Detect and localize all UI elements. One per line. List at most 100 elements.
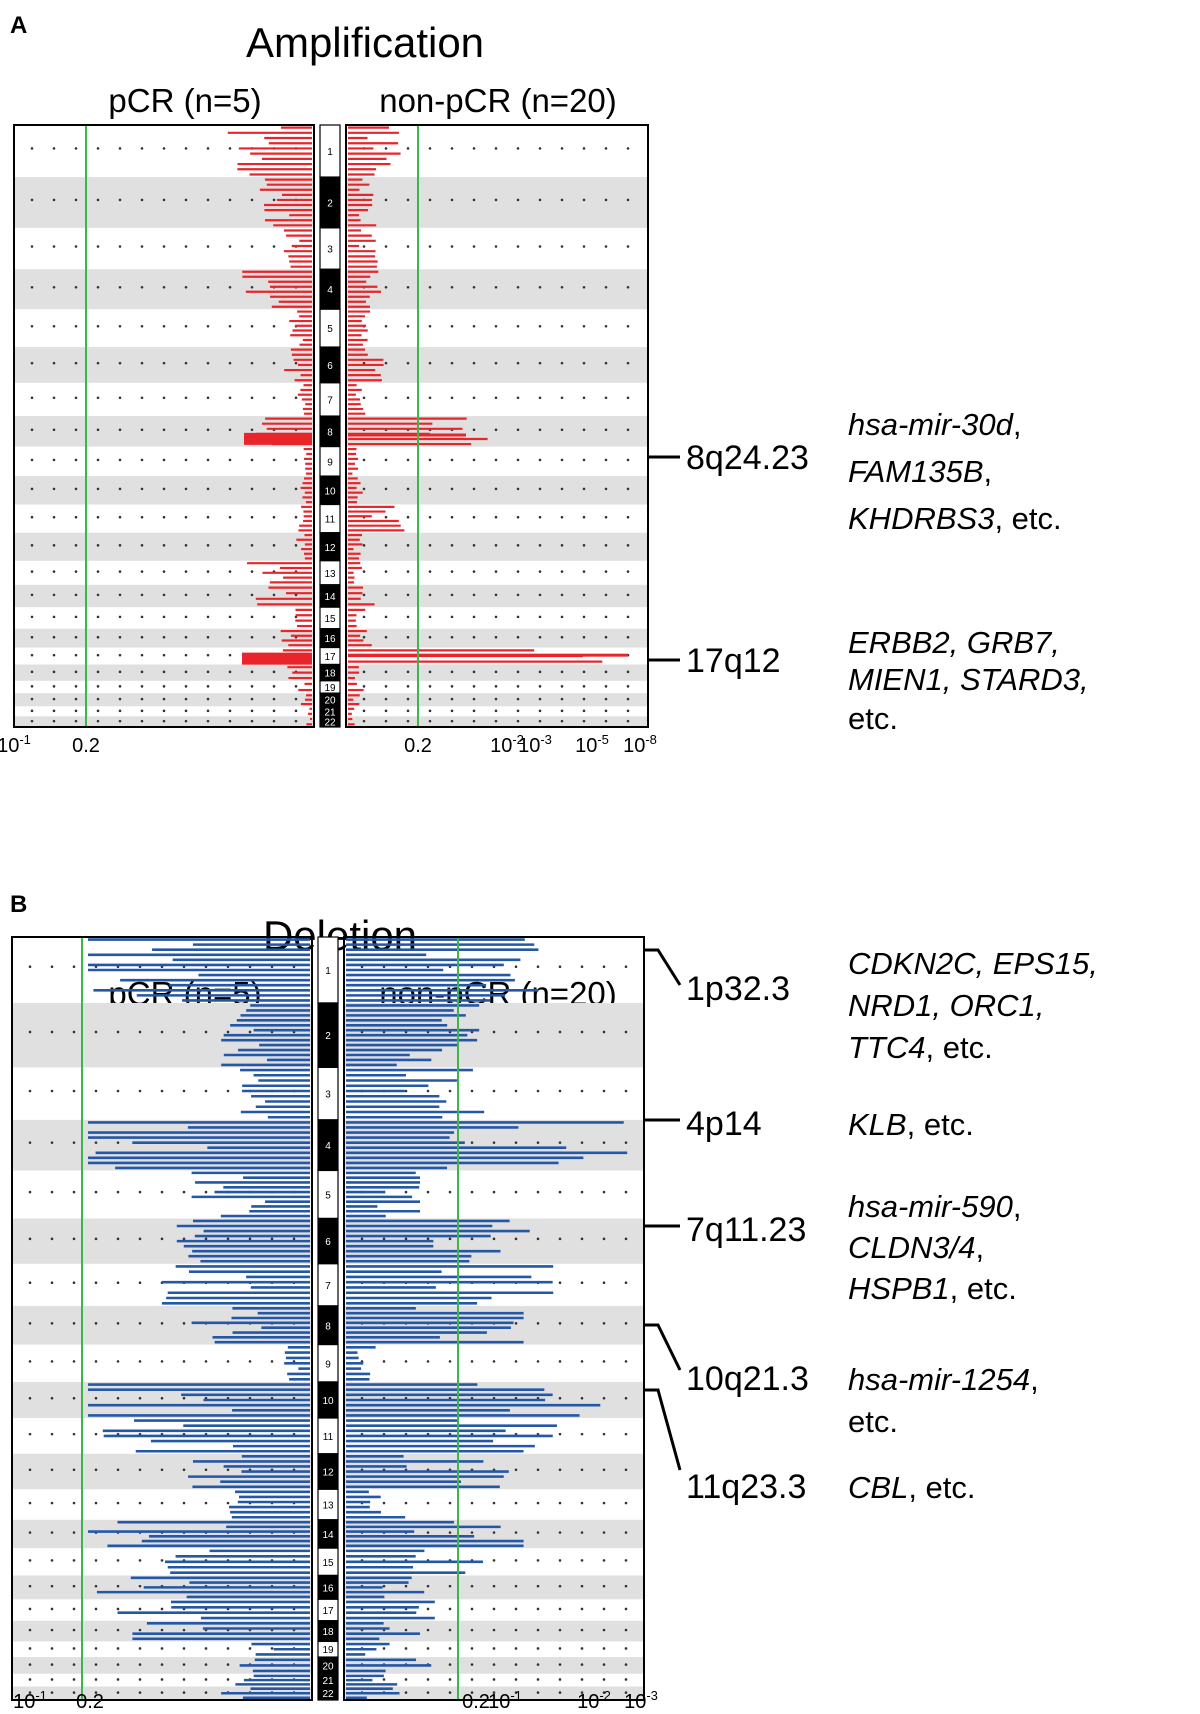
grid-dot (450, 709, 454, 713)
grid-dot (472, 487, 476, 491)
grid-dot (362, 544, 366, 547)
grid-dot (250, 570, 254, 573)
grid-dot (582, 285, 586, 289)
grid-dot (72, 1607, 76, 1611)
grid-dot (206, 635, 210, 639)
band-chr-4 (14, 269, 314, 310)
grid-dot (74, 198, 78, 202)
grid-dot (96, 245, 100, 248)
grid-dot (602, 1678, 606, 1681)
grid-dot (428, 396, 432, 400)
grid-dot (428, 685, 432, 688)
grid-dot (604, 245, 608, 248)
grid-dot (406, 635, 410, 639)
grid-dot (516, 697, 520, 701)
grid-dot (472, 593, 476, 597)
grid-dot (494, 615, 498, 619)
grid-dot (360, 1237, 364, 1241)
gene-label: hsa-mir-590, (848, 1189, 1021, 1224)
grid-dot (138, 1237, 142, 1241)
grid-dot (28, 1559, 32, 1562)
grid-dot (74, 324, 78, 328)
grid-dot (582, 396, 586, 400)
grid-dot (162, 361, 166, 365)
grid-dot (560, 709, 564, 713)
grid-dot (582, 709, 586, 713)
grid-dot (580, 1030, 584, 1034)
grid-dot (28, 1628, 32, 1632)
grid-dot (470, 1089, 474, 1093)
grid-dot (74, 570, 78, 573)
grid-dot (74, 396, 78, 400)
grid-dot (272, 709, 276, 713)
grid-dot (404, 1237, 408, 1241)
grid-dot (184, 458, 188, 462)
grid-dot (514, 1647, 518, 1650)
grid-dot (470, 1607, 474, 1611)
grid-dot (204, 1501, 208, 1505)
grid-dot (184, 198, 188, 202)
chr-label: 10 (322, 1396, 334, 1407)
grid-dot (626, 570, 630, 573)
grid-dot (470, 1628, 474, 1632)
grid-dot (404, 1360, 408, 1363)
grid-dot (384, 670, 388, 674)
grid-dot (624, 1322, 628, 1325)
grid-dot (626, 428, 630, 432)
grid-dot (184, 245, 188, 248)
grid-dot (406, 361, 410, 365)
grid-dot (558, 1531, 562, 1534)
grid-dot (538, 487, 542, 491)
left-plot-frame (11, 936, 313, 1701)
grid-dot (294, 544, 298, 547)
grid-dot (204, 1663, 208, 1666)
grid-dot (72, 1663, 76, 1666)
band-chr-14 (346, 584, 648, 608)
grid-dot (492, 1030, 496, 1034)
grid-dot (448, 1360, 452, 1363)
grid-dot (582, 198, 586, 202)
grid-dot (206, 615, 210, 619)
grid-dot (74, 685, 78, 688)
grid-dot (118, 719, 122, 723)
right-group-label: non-pCR (n=20) (379, 82, 617, 119)
chr-label: 21 (322, 1676, 334, 1687)
grid-dot (50, 1237, 54, 1241)
non-pcr-bars (348, 126, 628, 726)
grid-dot (516, 285, 520, 289)
grid-dot (538, 570, 542, 573)
grid-dot (472, 685, 476, 688)
grid-dot (516, 544, 520, 547)
grid-dot (116, 1663, 120, 1666)
grid-dot (626, 147, 630, 150)
grid-dot (96, 544, 100, 547)
grid-dot (560, 324, 564, 328)
grid-dot (140, 428, 144, 432)
grid-dot (516, 147, 520, 150)
grid-dot (50, 1678, 54, 1681)
grid-dot (624, 1678, 628, 1681)
grid-dot (226, 1468, 230, 1472)
grid-dot (294, 361, 298, 365)
grid-dot (472, 670, 476, 674)
grid-dot (516, 719, 520, 723)
grid-dot (162, 428, 166, 432)
grid-dot (28, 1501, 32, 1505)
grid-dot (492, 1360, 496, 1363)
grid-dot (516, 709, 520, 713)
grid-dot (362, 593, 366, 597)
grid-dot (30, 615, 34, 619)
grid-dot (538, 147, 542, 150)
grid-dot (516, 515, 520, 519)
grid-dot (384, 544, 388, 547)
grid-dot (294, 487, 298, 491)
grid-dot (28, 1432, 32, 1436)
grid-dot (538, 635, 542, 639)
grid-dot (624, 1030, 628, 1034)
grid-dot (206, 487, 210, 491)
grid-dot (558, 1281, 562, 1285)
gene-label: KHDRBS3, etc. (848, 501, 1062, 536)
grid-dot (184, 685, 188, 688)
grid-dot (52, 396, 56, 400)
grid-dot (228, 487, 232, 491)
